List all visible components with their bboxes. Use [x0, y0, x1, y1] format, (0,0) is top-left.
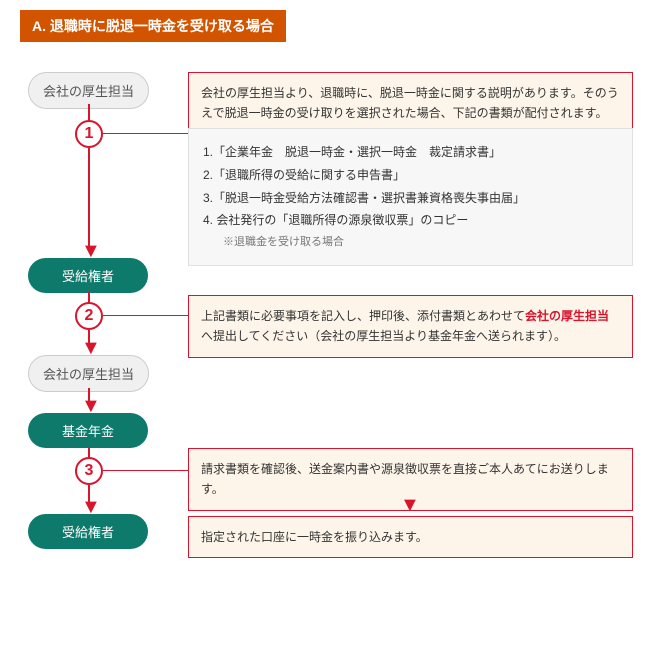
node-company-2: 会社の厚生担当	[28, 355, 149, 392]
doc-item: 4. 会社発行の「退職所得の源泉徴収票」のコピー	[203, 209, 618, 232]
info-box-4: 指定された口座に一時金を振り込みます。	[188, 516, 633, 558]
info-text-pre: 上記書類に必要事項を記入し、押印後、添付書類とあわせて	[201, 309, 525, 323]
step-badge-2: 2	[75, 302, 103, 330]
step-badge-1: 1	[75, 120, 103, 148]
info-text: 請求書類を確認後、送金案内書や源泉徴収票を直接ご本人あてにお送りします。	[201, 462, 609, 496]
node-fund: 基金年金	[28, 413, 148, 448]
flow-diagram: A. 退職時に脱退一時金を受け取る場合 会社の厚生担当 1 ▼ 受給権者 2 ▼…	[0, 0, 653, 662]
connector	[103, 133, 188, 134]
connector	[103, 470, 188, 471]
info-box-2: 上記書類に必要事項を記入し、押印後、添付書類とあわせて会社の厚生担当へ提出してく…	[188, 295, 633, 358]
info-text-post: へ提出してください（会社の厚生担当より基金年金へ送られます）。	[201, 329, 566, 343]
arrow-down-icon: ▼	[400, 495, 420, 515]
connector	[88, 148, 90, 248]
doc-item: 2.「退職所得の受給に関する申告書」	[203, 164, 618, 187]
connector	[103, 315, 188, 316]
doc-item: 1.「企業年金 脱退一時金・選択一時金 裁定請求書」	[203, 141, 618, 164]
node-beneficiary-1: 受給権者	[28, 258, 148, 293]
info-box-1: 会社の厚生担当より、退職時に、脱退一時金に関する説明があります。そのうえで脱退一…	[188, 72, 633, 135]
node-beneficiary-2: 受給権者	[28, 514, 148, 549]
info-text: 指定された口座に一時金を振り込みます。	[201, 530, 428, 544]
document-list-box: 1.「企業年金 脱退一時金・選択一時金 裁定請求書」 2.「退職所得の受給に関す…	[188, 128, 633, 266]
doc-note: ※退職金を受け取る場合	[223, 232, 618, 253]
step-badge-3: 3	[75, 457, 103, 485]
info-text: 会社の厚生担当より、退職時に、脱退一時金に関する説明があります。そのうえで脱退一…	[201, 86, 619, 120]
doc-item: 3.「脱退一時金受給方法確認書・選択書兼資格喪失事由届」	[203, 187, 618, 210]
info-text-highlight: 会社の厚生担当	[525, 309, 609, 323]
section-header: A. 退職時に脱退一時金を受け取る場合	[20, 10, 286, 42]
